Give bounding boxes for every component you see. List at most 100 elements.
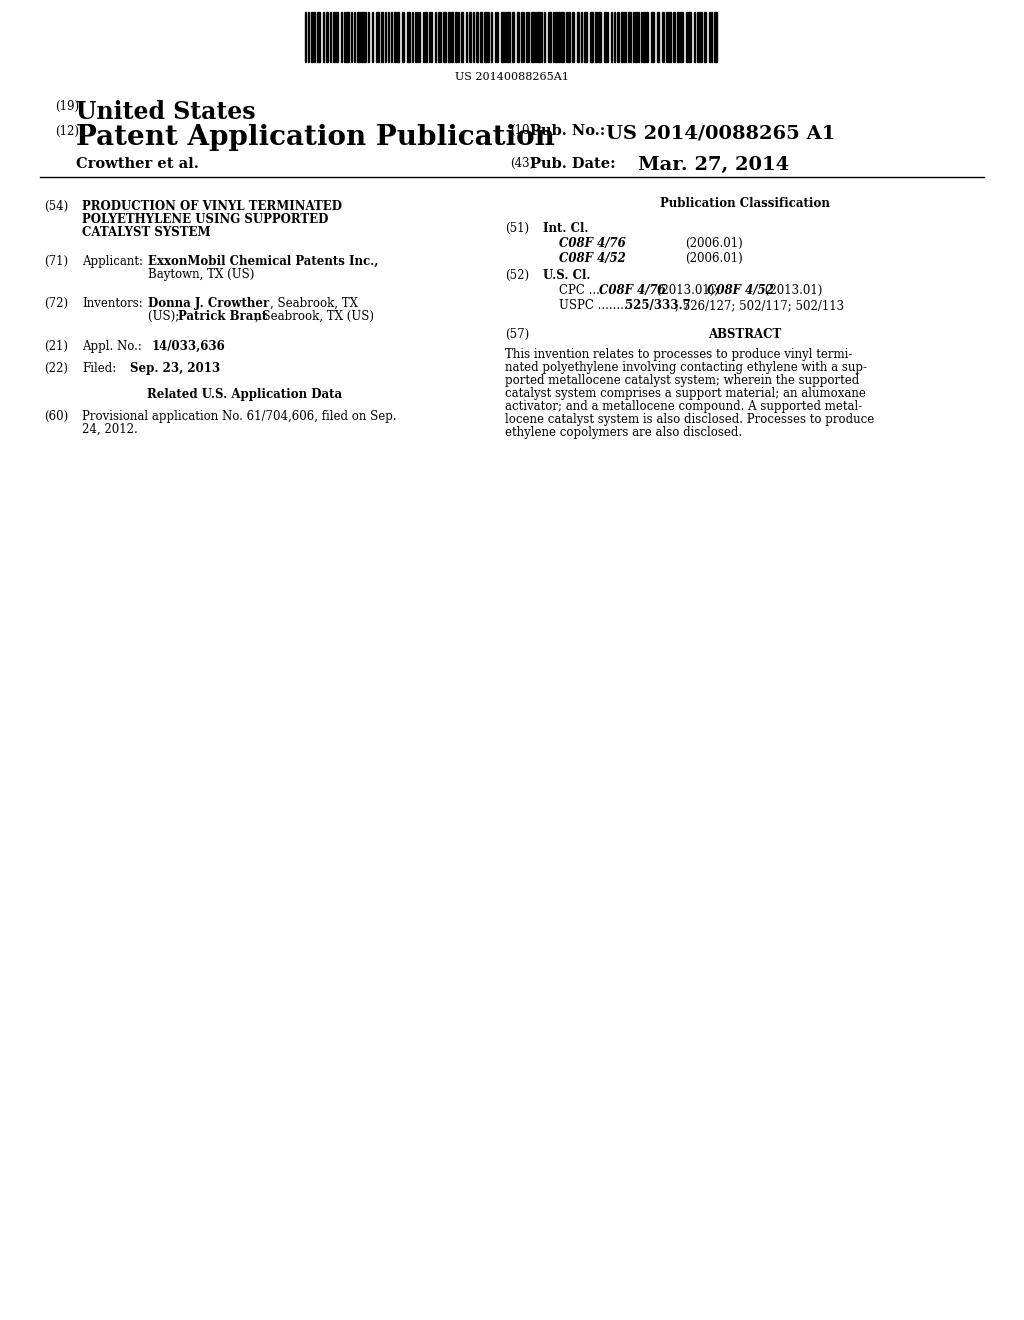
Text: ethylene copolymers are also disclosed.: ethylene copolymers are also disclosed. [505, 426, 742, 440]
Text: (2006.01): (2006.01) [685, 238, 742, 249]
Text: POLYETHYLENE USING SUPPORTED: POLYETHYLENE USING SUPPORTED [82, 213, 329, 226]
Bar [617, 12, 618, 62]
Text: CPC ....: CPC .... [559, 284, 603, 297]
Text: Patent Application Publication: Patent Application Publication [76, 124, 555, 150]
Bar [590, 12, 593, 62]
Text: ported metallocene catalyst system; wherein the supported: ported metallocene catalyst system; wher… [505, 374, 859, 387]
Text: C08F 4/76: C08F 4/76 [559, 238, 626, 249]
Text: activator; and a metallocene compound. A supported metal-: activator; and a metallocene compound. A… [505, 400, 862, 413]
Bar [558, 12, 560, 62]
Text: Sep. 23, 2013: Sep. 23, 2013 [130, 362, 220, 375]
Text: (10): (10) [510, 124, 535, 137]
Bar [677, 12, 679, 62]
Bar [357, 12, 360, 62]
Text: (54): (54) [44, 201, 69, 213]
Text: (2013.01);: (2013.01); [653, 284, 719, 297]
Text: catalyst system comprises a support material; an alumoxane: catalyst system comprises a support mate… [505, 387, 866, 400]
Bar [555, 12, 557, 62]
Bar [512, 12, 514, 62]
Bar [402, 12, 404, 62]
Text: Pub. Date:: Pub. Date: [530, 157, 615, 172]
Bar [346, 12, 349, 62]
Text: Pub. No.:: Pub. No.: [530, 124, 605, 139]
Bar [317, 12, 319, 62]
Text: , Seabrook, TX: , Seabrook, TX [270, 297, 358, 310]
Bar [531, 12, 534, 62]
Bar [657, 12, 659, 62]
Text: (22): (22) [44, 362, 68, 375]
Bar [624, 12, 626, 62]
Bar [507, 12, 510, 62]
Text: Publication Classification: Publication Classification [659, 197, 829, 210]
Text: Int. Cl.: Int. Cl. [543, 222, 589, 235]
Bar [451, 12, 453, 62]
Bar [480, 12, 482, 62]
Bar [364, 12, 366, 62]
Text: Patrick Brant: Patrick Brant [178, 310, 267, 323]
Text: 24, 2012.: 24, 2012. [82, 422, 138, 436]
Text: Crowther et al.: Crowther et al. [76, 157, 199, 172]
Text: Donna J. Crowther: Donna J. Crowther [148, 297, 269, 310]
Text: , Seabrook, TX (US): , Seabrook, TX (US) [255, 310, 374, 323]
Text: Filed:: Filed: [82, 362, 117, 375]
Text: Related U.S. Application Data: Related U.S. Application Data [147, 388, 343, 401]
Text: (12): (12) [55, 125, 79, 139]
Bar [311, 12, 313, 62]
Bar [336, 12, 338, 62]
Bar [705, 12, 706, 62]
Bar [568, 12, 570, 62]
Bar [361, 12, 362, 62]
Bar [484, 12, 487, 62]
Bar [688, 12, 691, 62]
Text: C08F 4/76: C08F 4/76 [599, 284, 666, 297]
Bar [449, 12, 450, 62]
Text: (2013.01): (2013.01) [761, 284, 822, 297]
Text: Baytown, TX (US): Baytown, TX (US) [148, 268, 254, 281]
Text: 525/333.7: 525/333.7 [625, 300, 691, 312]
Bar [455, 12, 457, 62]
Text: ; 526/127; 502/117; 502/113: ; 526/127; 502/117; 502/113 [675, 300, 844, 312]
Bar [673, 12, 675, 62]
Bar [443, 12, 446, 62]
Bar [476, 12, 478, 62]
Text: ABSTRACT: ABSTRACT [708, 327, 781, 341]
Text: Appl. No.:: Appl. No.: [82, 341, 142, 352]
Bar [635, 12, 637, 62]
Bar [548, 12, 551, 62]
Bar [517, 12, 519, 62]
Text: 14/033,636: 14/033,636 [152, 341, 225, 352]
Bar [714, 12, 717, 62]
Text: (2006.01): (2006.01) [685, 252, 742, 265]
Bar [425, 12, 427, 62]
Bar [662, 12, 664, 62]
Bar [577, 12, 579, 62]
Bar [326, 12, 328, 62]
Text: US 2014/0088265 A1: US 2014/0088265 A1 [606, 124, 836, 143]
Text: (21): (21) [44, 341, 68, 352]
Bar [621, 12, 623, 62]
Bar [537, 12, 540, 62]
Text: (US);: (US); [148, 310, 183, 323]
Bar [333, 12, 335, 62]
Bar [469, 12, 471, 62]
Text: (52): (52) [505, 269, 529, 282]
Text: CATALYST SYSTEM: CATALYST SYSTEM [82, 226, 211, 239]
Text: (19): (19) [55, 100, 79, 114]
Bar [407, 12, 410, 62]
Text: United States: United States [76, 100, 256, 124]
Text: (71): (71) [44, 255, 69, 268]
Text: ExxonMobil Chemical Patents Inc.,: ExxonMobil Chemical Patents Inc., [148, 255, 379, 268]
Text: locene catalyst system is also disclosed. Processes to produce: locene catalyst system is also disclosed… [505, 413, 874, 426]
Bar [646, 12, 648, 62]
Bar [584, 12, 587, 62]
Bar [598, 12, 601, 62]
Text: Inventors:: Inventors: [82, 297, 142, 310]
Text: (51): (51) [505, 222, 529, 235]
Text: C08F 4/52: C08F 4/52 [707, 284, 774, 297]
Text: (57): (57) [505, 327, 529, 341]
Text: U.S. Cl.: U.S. Cl. [543, 269, 591, 282]
Bar [394, 12, 396, 62]
Bar [397, 12, 399, 62]
Bar [643, 12, 645, 62]
Text: This invention relates to processes to produce vinyl termi-: This invention relates to processes to p… [505, 348, 852, 360]
